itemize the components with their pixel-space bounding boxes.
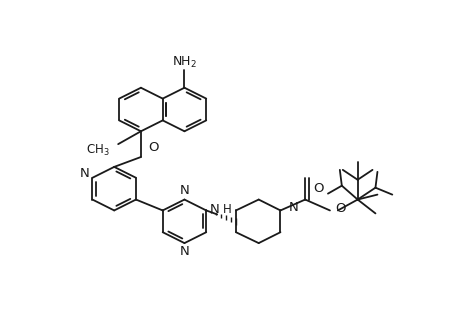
Text: H: H: [223, 203, 232, 216]
Text: N: N: [209, 203, 219, 216]
Text: O: O: [313, 182, 324, 195]
Text: O: O: [335, 202, 345, 215]
Text: CH$_3$: CH$_3$: [86, 143, 109, 158]
Text: N: N: [289, 201, 298, 214]
Text: N: N: [180, 184, 189, 197]
Text: NH$_2$: NH$_2$: [172, 54, 197, 69]
Text: N: N: [80, 167, 89, 180]
Text: O: O: [148, 141, 158, 154]
Text: N: N: [180, 245, 189, 257]
